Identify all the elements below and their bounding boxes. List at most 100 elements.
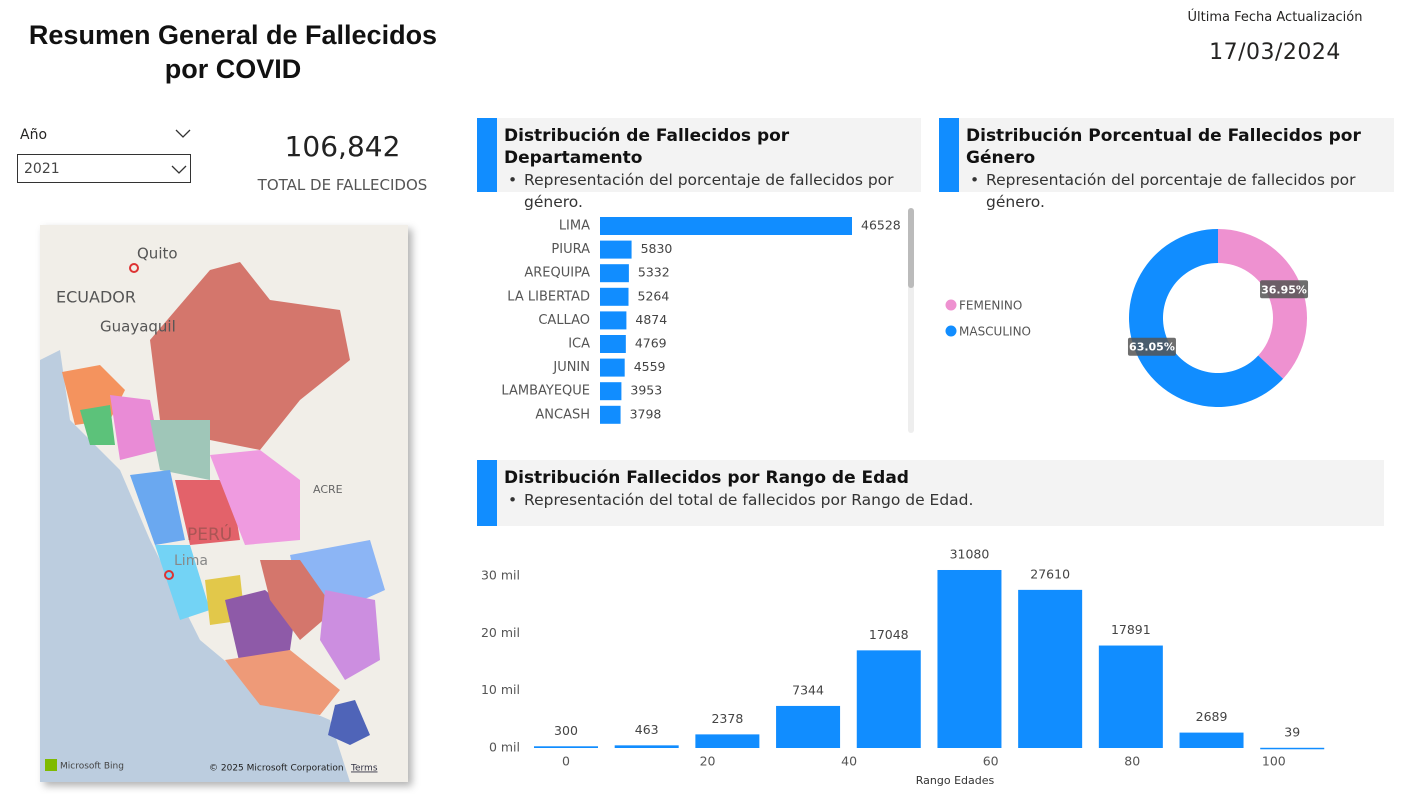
card-subtitle: Representación del total de fallecidos p… <box>504 489 1376 511</box>
map-terms[interactable]: Terms <box>350 764 378 774</box>
data-label: 17048 <box>869 627 909 642</box>
page-title: Resumen General de Fallecidos por COVID <box>28 20 438 84</box>
category-label: LIMA <box>559 219 590 234</box>
filter-dropdown[interactable] <box>17 154 191 183</box>
card-title: Distribución de Fallecidos por Departame… <box>504 126 790 168</box>
donut-slice <box>1129 229 1284 407</box>
card-title: Distribución Fallecidos por Rango de Eda… <box>504 468 909 488</box>
bar <box>937 569 1002 748</box>
bar <box>600 217 852 235</box>
data-label: 27610 <box>1030 566 1070 581</box>
bar <box>856 650 921 748</box>
bar <box>600 264 629 283</box>
data-label: 300 <box>554 723 578 738</box>
scroll-thumb[interactable] <box>908 208 914 288</box>
region <box>150 420 210 480</box>
category-label: CALLAO <box>538 313 590 328</box>
data-label: 17891 <box>1111 622 1151 637</box>
card-subtitle: Representación del porcentaje de falleci… <box>504 169 894 213</box>
data-label: 4874 <box>635 312 667 327</box>
x-tick-label: 60 <box>983 754 999 769</box>
filter-label: Año <box>20 127 48 143</box>
update-date: 17/03/2024 <box>1209 40 1341 65</box>
filter-value[interactable]: 2021 <box>24 161 60 177</box>
chevron[interactable] <box>175 129 191 138</box>
data-label: 5332 <box>638 265 670 280</box>
data-label: 5830 <box>641 241 673 256</box>
legend-marker <box>945 299 957 311</box>
data-label: 463 <box>635 722 659 737</box>
legend-marker <box>945 325 957 337</box>
category-label: ANCASH <box>535 407 590 422</box>
map-label: ECUADOR <box>56 288 136 307</box>
data-label: 2378 <box>711 711 743 726</box>
map-provider: Microsoft Bing <box>60 762 124 772</box>
bar <box>776 705 841 748</box>
legend-label: MASCULINO <box>959 325 1031 339</box>
map-label: PERÚ <box>187 523 232 545</box>
map[interactable] <box>40 225 408 782</box>
x-tick-label: 80 <box>1124 754 1140 769</box>
card-header: Distribución Fallecidos por Rango de Eda… <box>477 460 1384 526</box>
card-subtitle: Representación del porcentaje de falleci… <box>966 169 1386 213</box>
bar <box>614 745 679 748</box>
region <box>110 395 160 460</box>
update-label: Última Fecha Actualización <box>1187 10 1363 25</box>
city-dot <box>164 570 174 580</box>
category-label: LAMBAYEQUE <box>501 384 590 399</box>
legend-label: FEMENINO <box>959 299 1022 313</box>
bar <box>600 311 627 330</box>
map-label: Quito <box>137 245 178 263</box>
kpi-label: TOTAL DE FALLECIDOS <box>257 176 428 194</box>
bar <box>1098 645 1163 748</box>
bar <box>600 405 621 424</box>
data-label: 3953 <box>630 383 662 398</box>
bar <box>600 287 629 306</box>
card-header: Distribución Porcentual de Fallecidos po… <box>939 118 1394 211</box>
bar <box>600 335 626 353</box>
category-label: AREQUIPA <box>524 266 590 281</box>
region <box>175 480 240 545</box>
label-bg <box>1260 280 1309 299</box>
data-label: 2689 <box>1196 709 1228 724</box>
chevron[interactable] <box>171 165 187 174</box>
kpi-value: 106,842 <box>284 130 401 163</box>
donut-slice <box>1218 228 1308 379</box>
bing-logo <box>45 759 57 771</box>
card-title: Distribución Porcentual de Fallecidos po… <box>966 126 1361 168</box>
x-tick-label: 40 <box>841 754 857 769</box>
x-tick-label: 20 <box>700 754 716 769</box>
y-tick-label: 10 mil <box>481 682 520 697</box>
label-bg <box>1127 337 1176 356</box>
category-label: PIURA <box>551 242 590 257</box>
ocean <box>40 350 350 782</box>
x-tick-label: 0 <box>562 754 570 769</box>
region <box>210 450 300 545</box>
region <box>80 405 115 445</box>
bar <box>533 746 598 748</box>
data-label: 31080 <box>950 546 990 561</box>
data-label: 39 <box>1284 724 1300 739</box>
map-attribution: © 2025 Microsoft Corporation <box>209 764 344 774</box>
charts: LIMA 46528 PIURA 5830 AREQUIPA 5332 LA LIBERTA… <box>481 217 1325 787</box>
bar <box>695 734 760 748</box>
data-label: 7344 <box>792 682 824 697</box>
x-tick-label: 100 <box>1262 754 1286 769</box>
region <box>150 262 350 450</box>
region <box>155 545 210 620</box>
data-label: 3798 <box>630 406 662 421</box>
map-label: Guayaquil <box>100 318 176 336</box>
data-label: 4559 <box>634 359 666 374</box>
data-label: 46528 <box>861 218 901 233</box>
data-label: 63.05% <box>1129 341 1175 354</box>
y-tick-label: 0 mil <box>489 740 520 755</box>
region <box>130 470 185 545</box>
y-tick-label: 20 mil <box>481 625 520 640</box>
region <box>260 560 335 640</box>
map-label: Lima <box>174 553 208 569</box>
y-tick-label: 30 mil <box>481 568 520 583</box>
region <box>328 700 370 745</box>
data-label: 5264 <box>638 288 670 303</box>
